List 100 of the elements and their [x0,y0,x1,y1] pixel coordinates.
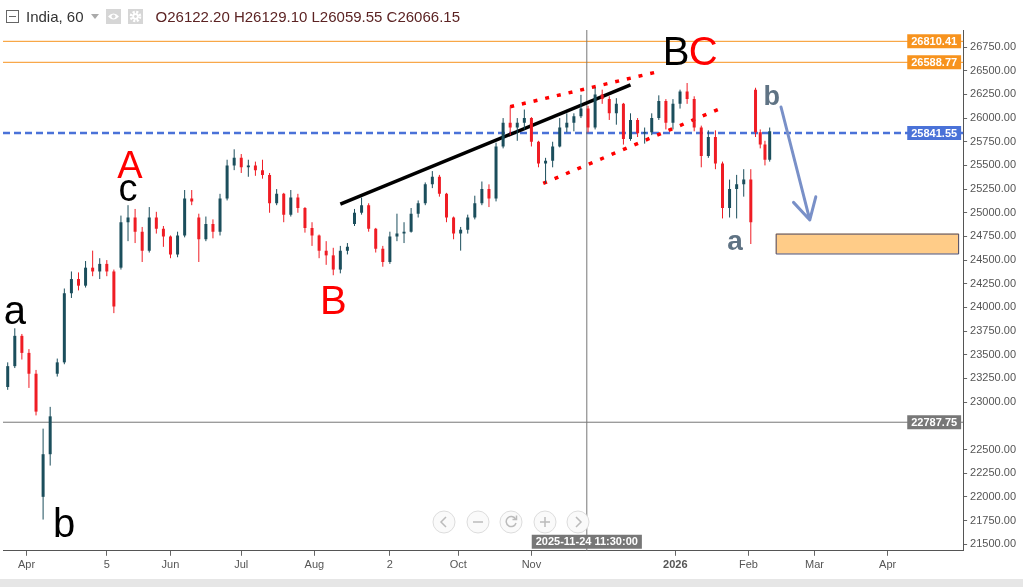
annotation: b [763,81,781,112]
candlestick [529,116,533,147]
y-tick-label: 26500.00 [970,63,1017,76]
candlestick [282,192,286,223]
x-tick-label: Nov [521,558,542,571]
y-tick-label: 23500.00 [970,347,1017,360]
candlestick [204,216,208,242]
x-tick-label: Oct [449,558,467,571]
candlestick [133,208,137,244]
candlestick [629,112,632,142]
candlestick [367,202,371,233]
candlestick [437,174,441,198]
candlestick [459,226,463,252]
candlestick [20,333,24,361]
y-tick-label: 24500.00 [970,253,1017,266]
y-tick-label: 22250.00 [970,466,1017,479]
candlestick [501,117,505,149]
candlestick [381,245,385,268]
candlestick [515,117,519,142]
annotation: B [319,278,347,323]
x-tick-label: 2026 [663,558,688,571]
y-tick-label: 22500.00 [970,442,1017,455]
candlestick [402,221,406,244]
x-tick-label: Jun [161,558,180,571]
candlestick [544,157,548,184]
y-tick-label: 24000.00 [970,300,1017,313]
candlestick [728,179,732,218]
y-tick-label: 21750.00 [970,513,1017,526]
ref-line-label: 2025-11-24 11:30:00 [535,535,638,548]
x-tick-label: Feb [738,558,758,571]
x-tick-label: Aug [304,558,325,571]
annotation: a [727,224,744,256]
annotation: C [688,29,718,74]
candlestick [735,174,739,219]
chart-subtitle: O26122.20 H26129.10 L26059.55 C26066.15 [155,7,460,25]
y-tick-label: 26000.00 [970,111,1017,124]
candlestick [487,183,491,208]
candlestick [296,193,300,214]
candlestick [84,260,88,289]
candlestick [565,112,569,133]
candlestick [586,105,590,133]
y-tick-label: 23250.00 [970,371,1017,384]
candlestick [558,117,562,148]
x-tick-label: 5 [103,558,110,571]
candlestick [374,227,378,254]
candlestick [161,225,165,248]
candlestick [445,192,448,223]
candlestick [466,214,470,235]
candlestick [522,109,526,130]
candlestick [289,189,293,218]
y-tick-label: 25000.00 [970,205,1017,218]
candlestick [260,159,264,180]
candlestick [239,153,243,174]
candlestick [650,112,654,136]
candlestick [607,95,611,121]
y-tick-label: 23000.00 [970,395,1017,408]
candlestick [197,213,201,263]
candlestick [126,204,130,242]
y-tick-label: 24750.00 [970,229,1017,242]
candlestick [678,89,682,110]
candlestick [338,245,342,274]
candlestick [706,129,710,159]
x-tick-label: Apr [18,558,36,571]
candlestick [685,82,689,105]
candlestick [331,247,335,276]
candlestick [211,218,215,239]
y-tick-label: 25750.00 [970,134,1017,147]
candlestick [763,140,767,166]
y-tick-label: 21500.00 [970,537,1017,550]
candlestick [664,98,668,130]
candlestick [303,206,307,234]
candlestick [423,181,427,206]
candlestick [310,221,314,247]
annotation: a [3,288,27,333]
candlestick [409,207,413,234]
candlestick [69,270,73,299]
candlestick [6,361,10,391]
candlestick [636,117,640,138]
candlestick [27,348,31,389]
candlestick [758,128,762,149]
annotation: B [662,29,690,74]
candlestick [551,141,555,168]
candlestick [176,231,180,258]
y-tick-label: 25250.00 [970,182,1017,195]
candlestick [537,140,540,168]
y-tick-label: 25500.00 [970,158,1017,171]
x-tick-label: 2 [386,558,393,571]
candlestick [154,211,158,235]
ref-line-label: 26810.41 [911,34,958,47]
y-tick-label: 26750.00 [970,40,1017,53]
candlestick [671,98,675,130]
candlestick [473,195,477,220]
candlestick [657,94,661,121]
chart-title: India, 60 [26,7,84,25]
ref-line-label: 22787.75 [911,415,958,428]
y-tick-label: 23750.00 [970,324,1017,337]
candlestick [140,226,144,263]
candlestick [480,181,484,206]
x-tick-label: Apr [879,558,897,571]
x-tick-label: Mar [805,558,825,571]
